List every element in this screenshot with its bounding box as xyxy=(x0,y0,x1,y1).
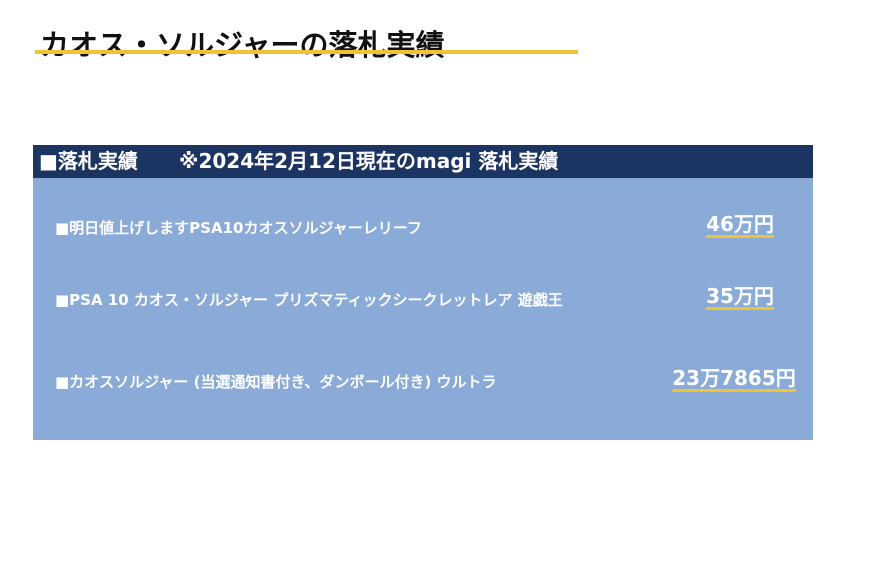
item-price: 46万円 xyxy=(706,212,774,238)
title-underline xyxy=(35,50,578,54)
item-name: ■明日値上げしますPSA10カオスソルジャーレリーフ xyxy=(55,219,422,237)
item-price: 35万円 xyxy=(706,284,774,310)
results-panel: ■落札実績 ※2024年2月12日現在のmagi 落札実績 ■明日値上げしますP… xyxy=(33,145,813,440)
title: カオス・ソルジャーの落札実績 xyxy=(40,28,445,62)
item-name: ■カオスソルジャー (当選通知書付き、ダンボール付き) ウルトラ xyxy=(55,373,497,391)
header-label: ■落札実績 xyxy=(39,149,138,173)
item-name: ■PSA 10 カオス・ソルジャー プリズマティックシークレットレア 遊戯王 xyxy=(55,291,563,309)
item-price: 23万7865円 xyxy=(672,366,796,392)
panel-header: ■落札実績 ※2024年2月12日現在のmagi 落札実績 xyxy=(33,145,813,178)
header-note: ※2024年2月12日現在のmagi 落札実績 xyxy=(179,149,559,173)
